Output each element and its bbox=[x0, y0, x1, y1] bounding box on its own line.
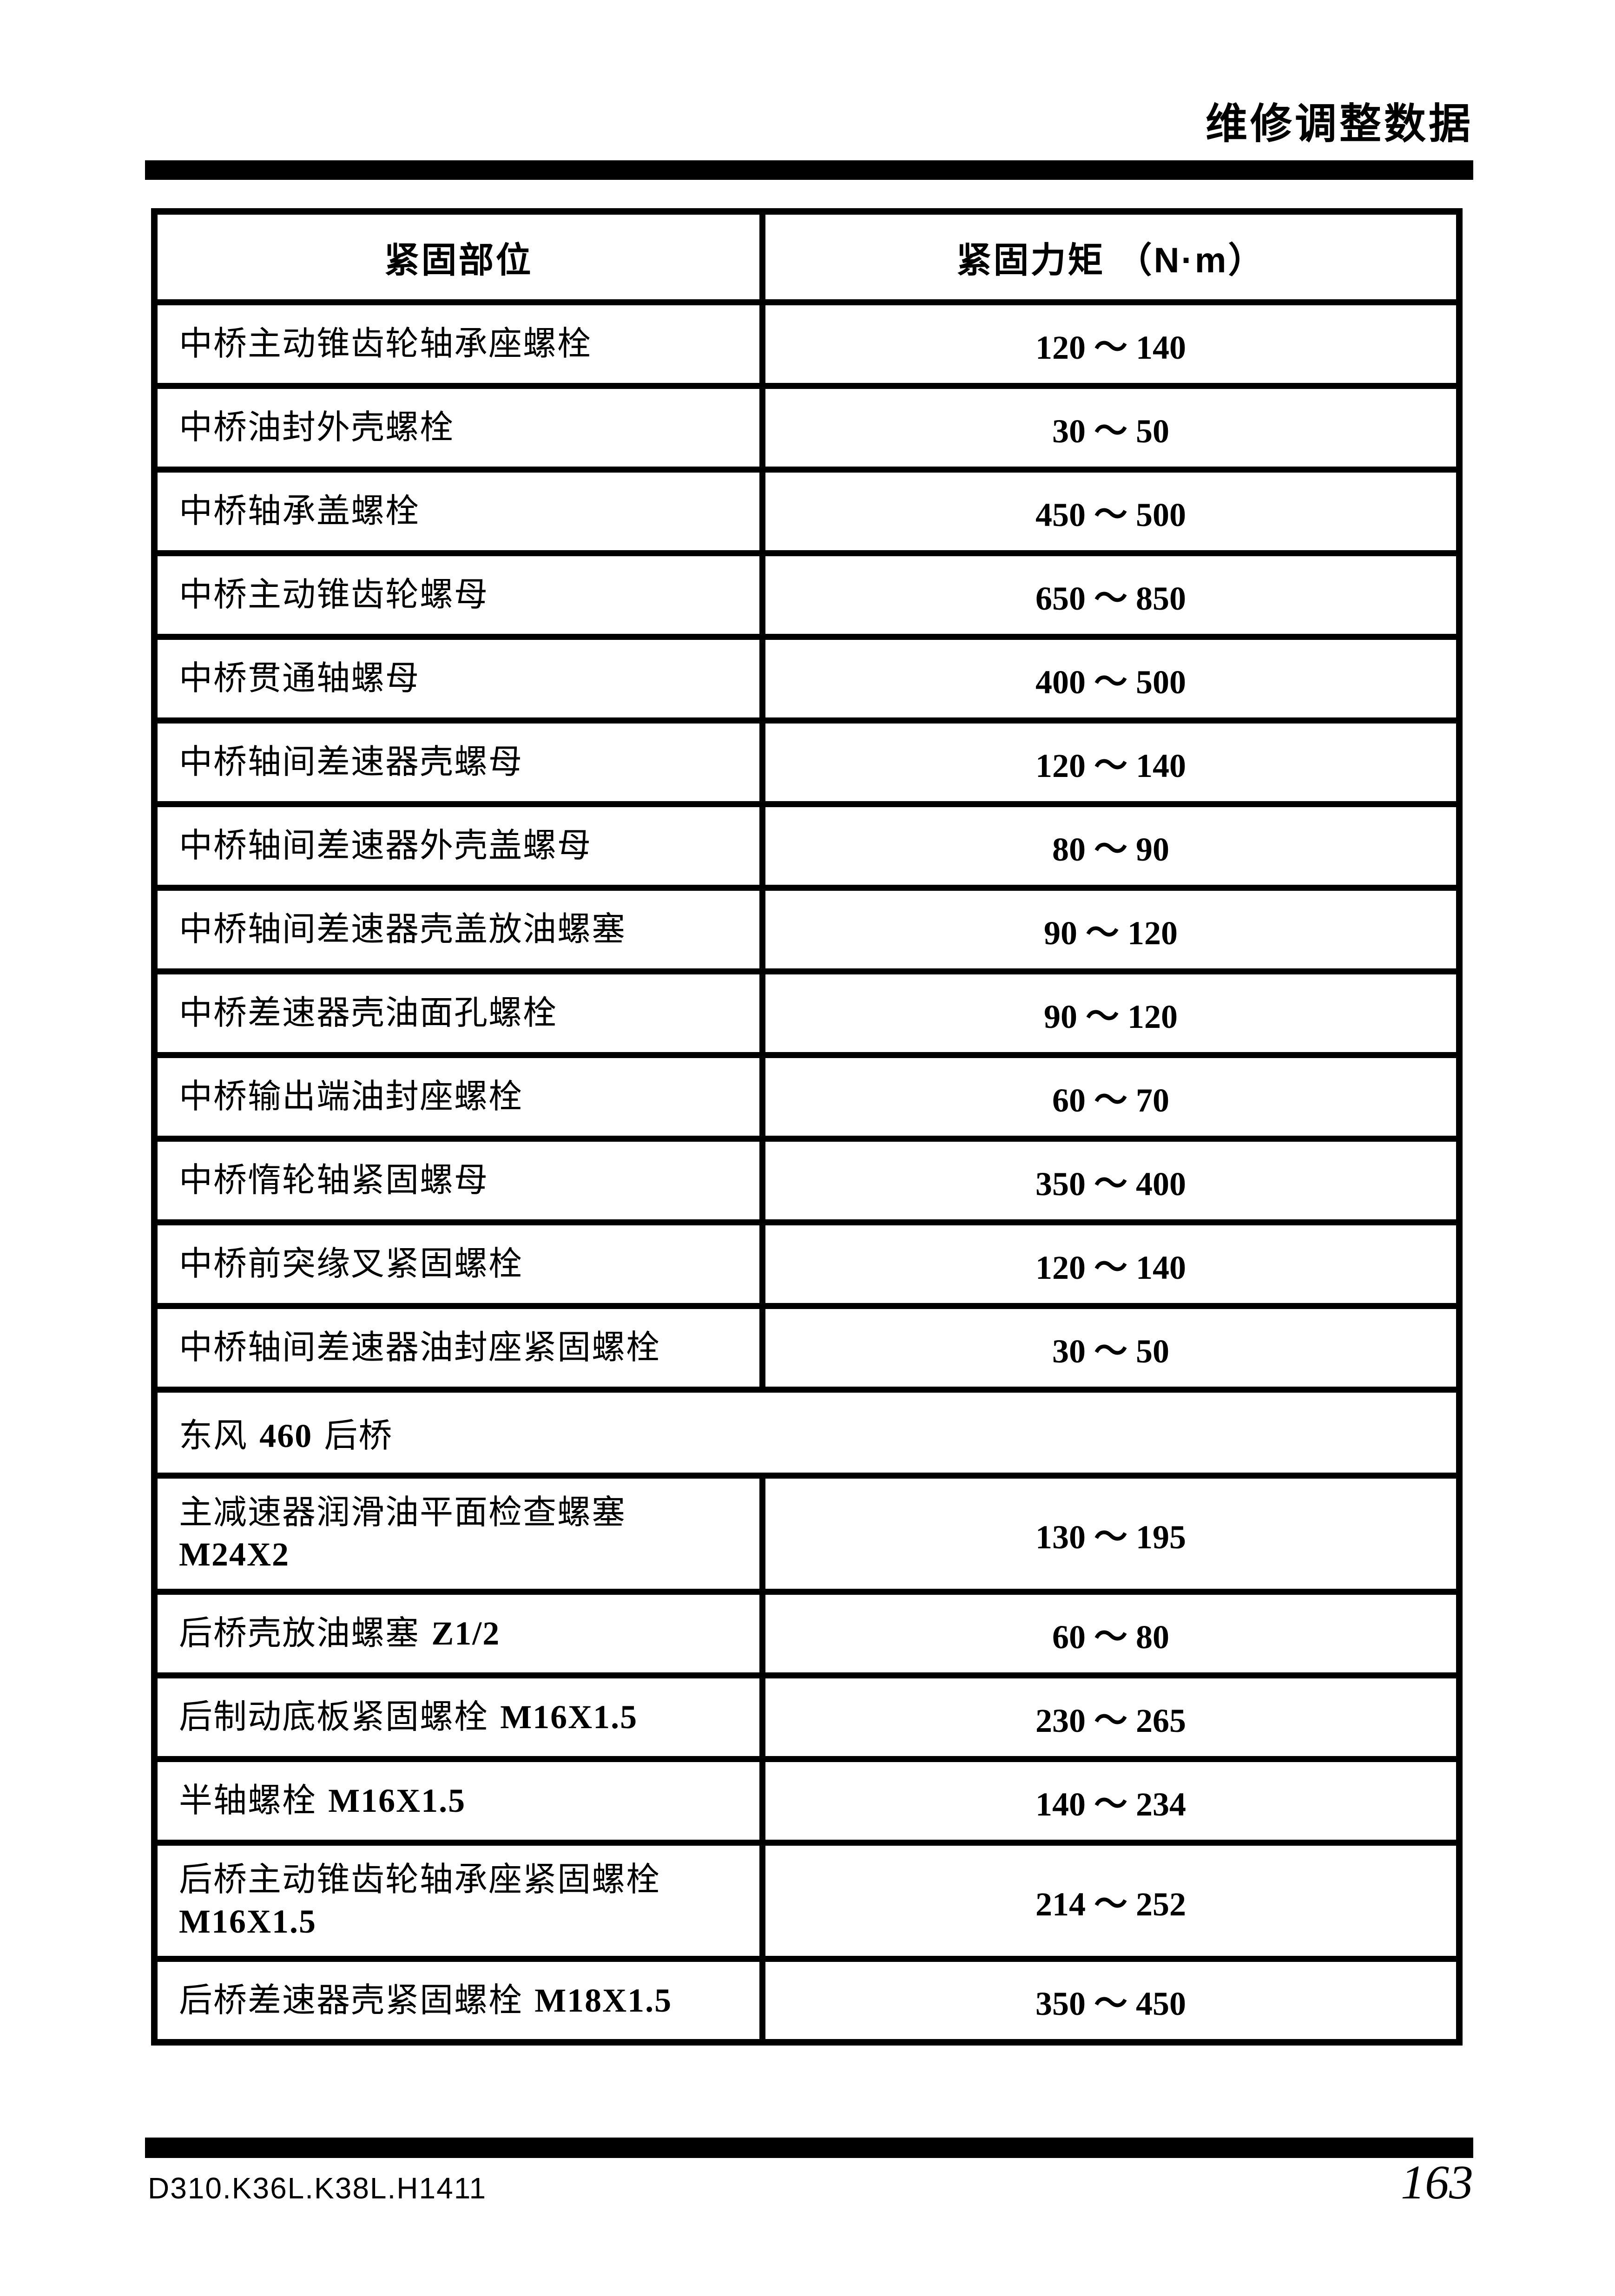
fastening-part-cell: 中桥轴间差速器外壳盖螺母 bbox=[151, 801, 766, 891]
fastening-part-label: 中桥油封外壳螺栓 bbox=[179, 409, 455, 446]
table-row: 中桥轴承盖螺栓 450 ～ 500 bbox=[151, 466, 1463, 556]
table-row: 中桥轴间差速器壳盖放油螺塞 90 ～ 120 bbox=[151, 884, 1463, 974]
fastening-part-cell: 中桥惰轮轴紧固螺母 bbox=[151, 1135, 766, 1225]
table-row: 中桥差速器壳油面孔螺栓 90 ～ 120 bbox=[151, 968, 1463, 1058]
fastening-part-label: 中桥轴间差速器壳螺母 bbox=[179, 743, 523, 781]
fastening-part-cell: 后桥差速器壳紧固螺栓 M18X1.5 bbox=[151, 1955, 766, 2046]
section-label-after: 后桥 bbox=[324, 1417, 393, 1454]
table-row: 中桥轴间差速器壳螺母 120 ～ 140 bbox=[151, 717, 1463, 807]
table-row: 后制动底板紧固螺栓 M16X1.5 230 ～ 265 bbox=[151, 1672, 1463, 1762]
fastening-part-cell: 中桥轴间差速器壳盖放油螺塞 bbox=[151, 884, 766, 974]
fastening-part-label: 中桥输出端油封座螺栓 bbox=[179, 1078, 523, 1115]
torque-value-cell: 650 ～ 850 bbox=[759, 550, 1463, 640]
fastening-part-label: 中桥差速器壳油面孔螺栓 bbox=[179, 994, 558, 1032]
fastening-part-cell: 中桥油封外壳螺栓 bbox=[151, 382, 766, 473]
fastening-part-cell: 中桥主动锥齿轮螺母 bbox=[151, 550, 766, 640]
fastening-part-cell: 中桥贯通轴螺母 bbox=[151, 633, 766, 724]
fastening-part-label: 中桥轴间差速器油封座紧固螺栓 bbox=[179, 1329, 661, 1366]
section-label-cell: 东风 460 后桥 bbox=[151, 1386, 1463, 1479]
torque-value-cell: 120 ～ 140 bbox=[759, 717, 1463, 807]
fastening-part-cell: 中桥输出端油封座螺栓 bbox=[151, 1052, 766, 1142]
thread-spec-code: M16X1.5 bbox=[500, 1698, 638, 1736]
fastening-part-cell: 主减速器润滑油平面检查螺塞 M24X2 bbox=[151, 1472, 766, 1595]
thread-spec-code: M24X2 bbox=[179, 1536, 290, 1573]
torque-value-cell: 350 ～ 450 bbox=[759, 1955, 1463, 2046]
fastening-part-label: 中桥轴间差速器外壳盖螺母 bbox=[179, 827, 592, 864]
torque-value-cell: 400 ～ 500 bbox=[759, 633, 1463, 724]
fastening-part-label: 半轴螺栓 bbox=[179, 1782, 317, 1819]
fastening-part-cell: 后桥主动锥齿轮轴承座紧固螺栓 M16X1.5 bbox=[151, 1839, 766, 1962]
footer-rule bbox=[145, 2138, 1473, 2158]
table-row: 中桥轴间差速器油封座紧固螺栓 30 ～ 50 bbox=[151, 1303, 1463, 1393]
torque-value-cell: 230 ～ 265 bbox=[759, 1672, 1463, 1762]
table-row: 中桥前突缘叉紧固螺栓 120 ～ 140 bbox=[151, 1219, 1463, 1309]
table-row: 中桥油封外壳螺栓 30 ～ 50 bbox=[151, 382, 1463, 473]
fastening-part-cell: 后桥壳放油螺塞 Z1/2 bbox=[151, 1588, 766, 1678]
table-row: 中桥输出端油封座螺栓 60 ～ 70 bbox=[151, 1052, 1463, 1142]
table-row: 中桥贯通轴螺母 400 ～ 500 bbox=[151, 633, 1463, 724]
torque-value-cell: 60 ～ 70 bbox=[759, 1052, 1463, 1142]
fastening-part-label: 中桥惰轮轴紧固螺母 bbox=[179, 1162, 489, 1199]
fastening-part-label: 后桥主动锥齿轮轴承座紧固螺栓 bbox=[179, 1861, 661, 1898]
table-row: 后桥主动锥齿轮轴承座紧固螺栓 M16X1.5 214 ～ 252 bbox=[151, 1839, 1463, 1962]
column-header-fastening-part: 紧固部位 bbox=[151, 208, 766, 305]
page-header-title: 维修调整数据 bbox=[1206, 101, 1473, 147]
fastening-part-label: 中桥贯通轴螺母 bbox=[179, 660, 420, 697]
thread-spec-code: Z1/2 bbox=[431, 1615, 501, 1652]
fastening-part-cell: 中桥轴承盖螺栓 bbox=[151, 466, 766, 556]
table-body: 中桥主动锥齿轮轴承座螺栓 120 ～ 140 中桥油封外壳螺栓 30 ～ 50 中桥轴承… bbox=[151, 299, 1463, 2046]
footer-page-number: 163 bbox=[1401, 2156, 1473, 2209]
section-code: 460 bbox=[259, 1417, 313, 1454]
section-label: 东风 bbox=[179, 1417, 248, 1454]
thread-spec-code: M18X1.5 bbox=[534, 1981, 672, 2019]
fastening-part-label: 后桥壳放油螺塞 bbox=[179, 1615, 420, 1652]
table-row: 主减速器润滑油平面检查螺塞 M24X2 130 ～ 195 bbox=[151, 1472, 1463, 1595]
table-header-row: 紧固部位 紧固力矩 （N·m） bbox=[151, 208, 1463, 305]
fastening-part-label: 后制动底板紧固螺栓 bbox=[179, 1698, 489, 1736]
table-row: 中桥惰轮轴紧固螺母 350 ～ 400 bbox=[151, 1135, 1463, 1225]
fastening-part-label: 中桥轴承盖螺栓 bbox=[179, 493, 420, 530]
torque-table-wrap: 紧固部位 紧固力矩 （N·m） 中桥主动锥齿轮轴承座螺栓 120 ～ 140 中桥油… bbox=[151, 208, 1463, 2046]
fastening-part-cell: 中桥轴间差速器油封座紧固螺栓 bbox=[151, 1303, 766, 1393]
fastening-part-label: 主减速器润滑油平面检查螺塞 bbox=[179, 1494, 626, 1531]
torque-value-cell: 214 ～ 252 bbox=[759, 1839, 1463, 1962]
fastening-part-cell: 中桥主动锥齿轮轴承座螺栓 bbox=[151, 299, 766, 389]
torque-value-cell: 80 ～ 90 bbox=[759, 801, 1463, 891]
fastening-part-label: 中桥前突缘叉紧固螺栓 bbox=[179, 1245, 523, 1283]
table-row: 半轴螺栓 M16X1.5 140 ～ 234 bbox=[151, 1756, 1463, 1846]
torque-value-cell: 350 ～ 400 bbox=[759, 1135, 1463, 1225]
fastening-part-label: 中桥轴间差速器壳盖放油螺塞 bbox=[179, 911, 626, 948]
section-row: 东风 460 后桥 bbox=[151, 1386, 1463, 1479]
fastening-part-cell: 半轴螺栓 M16X1.5 bbox=[151, 1756, 766, 1846]
torque-table: 紧固部位 紧固力矩 （N·m） 中桥主动锥齿轮轴承座螺栓 120 ～ 140 中桥油… bbox=[151, 208, 1463, 2046]
torque-value-cell: 120 ～ 140 bbox=[759, 299, 1463, 389]
torque-value-cell: 60 ～ 80 bbox=[759, 1588, 1463, 1678]
header-rule bbox=[145, 160, 1473, 180]
torque-value-cell: 90 ～ 120 bbox=[759, 968, 1463, 1058]
fastening-part-label: 后桥差速器壳紧固螺栓 bbox=[179, 1981, 523, 2019]
torque-value-cell: 140 ～ 234 bbox=[759, 1756, 1463, 1846]
footer-doc-code: D310.K36L.K38L.H1411 bbox=[148, 2171, 487, 2205]
fastening-part-cell: 后制动底板紧固螺栓 M16X1.5 bbox=[151, 1672, 766, 1762]
torque-value-cell: 90 ～ 120 bbox=[759, 884, 1463, 974]
fastening-part-cell: 中桥差速器壳油面孔螺栓 bbox=[151, 968, 766, 1058]
table-row: 后桥壳放油螺塞 Z1/2 60 ～ 80 bbox=[151, 1588, 1463, 1678]
column-header-torque: 紧固力矩 （N·m） bbox=[759, 208, 1463, 305]
thread-spec-code: M16X1.5 bbox=[179, 1903, 316, 1940]
fastening-part-cell: 中桥轴间差速器壳螺母 bbox=[151, 717, 766, 807]
fastening-part-label: 中桥主动锥齿轮轴承座螺栓 bbox=[179, 325, 592, 362]
fastening-part-label: 中桥主动锥齿轮螺母 bbox=[179, 576, 489, 613]
torque-value-cell: 30 ～ 50 bbox=[759, 382, 1463, 473]
table-row: 中桥主动锥齿轮轴承座螺栓 120 ～ 140 bbox=[151, 299, 1463, 389]
torque-value-cell: 30 ～ 50 bbox=[759, 1303, 1463, 1393]
table-row: 中桥主动锥齿轮螺母 650 ～ 850 bbox=[151, 550, 1463, 640]
fastening-part-cell: 中桥前突缘叉紧固螺栓 bbox=[151, 1219, 766, 1309]
thread-spec-code: M16X1.5 bbox=[328, 1782, 466, 1819]
torque-value-cell: 450 ～ 500 bbox=[759, 466, 1463, 556]
table-row: 中桥轴间差速器外壳盖螺母 80 ～ 90 bbox=[151, 801, 1463, 891]
torque-value-cell: 130 ～ 195 bbox=[759, 1472, 1463, 1595]
table-row: 后桥差速器壳紧固螺栓 M18X1.5 350 ～ 450 bbox=[151, 1955, 1463, 2046]
torque-value-cell: 120 ～ 140 bbox=[759, 1219, 1463, 1309]
